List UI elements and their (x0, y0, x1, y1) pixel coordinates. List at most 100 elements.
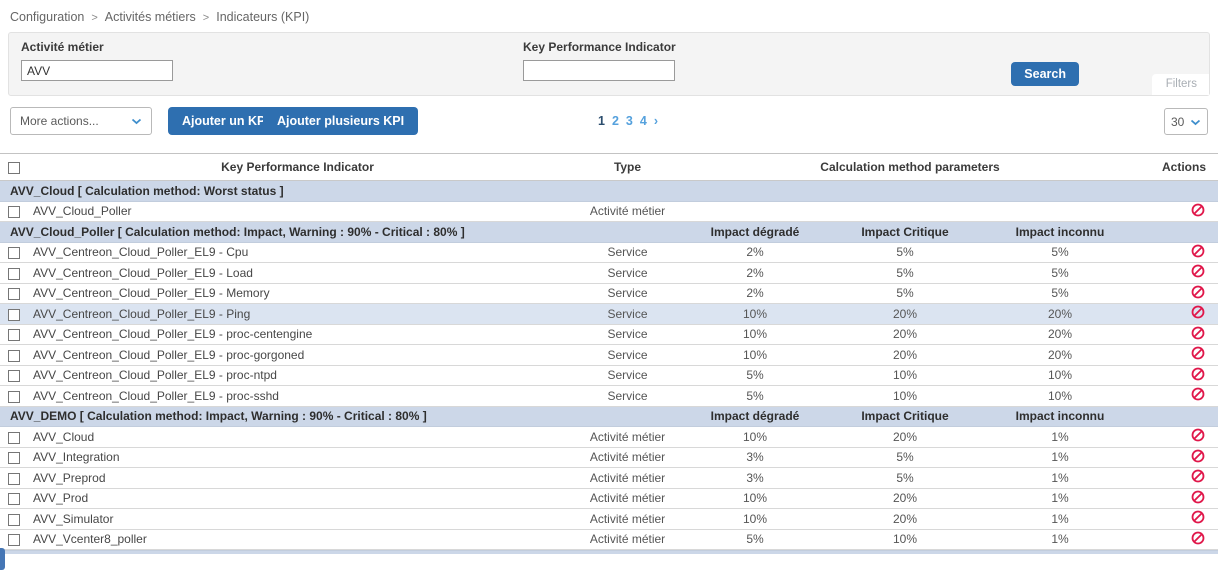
kpi-name[interactable]: AVV_Centreon_Cloud_Poller_EL9 - Load (33, 265, 253, 280)
kpi-row: AVV_Centreon_Cloud_Poller_EL9 - Cpu Servi… (0, 242, 1218, 263)
impact-value: 10% (742, 491, 768, 506)
pagination-page-link[interactable]: 3 (625, 114, 633, 128)
impact-value: 5% (896, 450, 914, 465)
kpi-name[interactable]: AVV_Vcenter8_poller (33, 532, 147, 547)
row-checkbox[interactable] (8, 534, 20, 547)
kpi-type: Activité métier (589, 491, 666, 506)
impact-value: 5% (896, 265, 914, 280)
kpi-filter-input[interactable] (523, 60, 675, 81)
kpi-type: Activité métier (589, 429, 666, 444)
ban-icon[interactable] (1191, 244, 1205, 258)
row-checkbox[interactable] (8, 431, 20, 444)
kpi-filter-label: Key Performance Indicator (523, 40, 676, 54)
select-all-checkbox[interactable] (8, 161, 20, 174)
column-header-calc-params: Calculation method parameters (820, 160, 1000, 174)
chevron-down-icon (131, 114, 142, 128)
kpi-row: AVV_Vcenter8_poller Activité métier 5% 10% 1… (0, 529, 1218, 550)
impact-value: 20% (1047, 327, 1073, 342)
breadcrumb-separator: > (91, 12, 98, 24)
impact-value: 10% (742, 347, 768, 362)
row-checkbox[interactable] (8, 329, 20, 342)
filters-toggle[interactable]: Filters (1151, 74, 1209, 95)
pagination-page-link[interactable]: 2 (611, 114, 619, 128)
page-size-select[interactable]: 30 (1164, 108, 1208, 135)
row-checkbox[interactable] (8, 452, 20, 465)
pagination: 1 2 3 4 › (598, 114, 665, 128)
more-actions-select[interactable]: More actions... (10, 107, 152, 135)
kpi-name[interactable]: AVV_Centreon_Cloud_Poller_EL9 - proc-ntp… (33, 368, 277, 383)
ban-icon[interactable] (1191, 387, 1205, 401)
impact-value: 5% (1051, 265, 1069, 280)
row-checkbox[interactable] (8, 390, 20, 403)
impact-value: 5% (1051, 245, 1069, 260)
row-checkbox[interactable] (8, 247, 20, 260)
row-checkbox[interactable] (8, 288, 20, 301)
floating-widget-edge[interactable] (0, 548, 5, 570)
ban-icon[interactable] (1191, 326, 1205, 340)
impact-column-header: Impact Critique (861, 409, 949, 424)
kpi-name[interactable]: AVV_Centreon_Cloud_Poller_EL9 - Ping (33, 306, 251, 321)
impact-value: 5% (746, 388, 764, 403)
kpi-name[interactable]: AVV_Centreon_Cloud_Poller_EL9 - proc-gor… (33, 347, 305, 362)
breadcrumb: Configuration > Activités métiers > Indicate… (0, 0, 1218, 24)
kpi-name[interactable]: AVV_Centreon_Cloud_Poller_EL9 - proc-cen… (33, 327, 313, 342)
row-actions (1130, 346, 1218, 363)
ban-icon[interactable] (1191, 346, 1205, 360)
ban-icon[interactable] (1191, 305, 1205, 319)
add-multiple-kpi-button[interactable]: Ajouter plusieurs KPI (263, 107, 419, 135)
kpi-name[interactable]: AVV_Preprod (33, 470, 106, 485)
table-body: AVV_Cloud [ Calculation method: Worst st… (0, 181, 1218, 550)
row-checkbox[interactable] (8, 267, 20, 280)
pagination-page-link[interactable]: 4 (639, 114, 647, 128)
kpi-type: Activité métier (589, 204, 666, 219)
kpi-name[interactable]: AVV_Prod (33, 491, 89, 506)
pagination-next-icon[interactable]: › (653, 114, 658, 128)
breadcrumb-item[interactable]: Activités métiers (104, 10, 196, 24)
group-title: AVV_Cloud_Poller [ Calculation method: I… (10, 224, 465, 239)
kpi-name[interactable]: AVV_Centreon_Cloud_Poller_EL9 - Memory (33, 286, 270, 301)
filter-panel: Activité métier Key Performance Indicato… (8, 32, 1210, 96)
impact-value: 1% (1051, 491, 1069, 506)
kpi-type: Service (607, 388, 648, 403)
ban-icon[interactable] (1191, 367, 1205, 381)
kpi-name[interactable]: AVV_Simulator (33, 511, 114, 526)
row-checkbox[interactable] (8, 472, 20, 485)
row-checkbox[interactable] (8, 308, 20, 321)
search-button[interactable]: Search (1011, 62, 1079, 86)
kpi-name[interactable]: AVV_Cloud (33, 429, 95, 444)
kpi-filter-field: Key Performance Indicator (523, 40, 676, 81)
row-checkbox[interactable] (8, 370, 20, 383)
impact-value: 3% (746, 450, 764, 465)
row-checkbox[interactable] (8, 493, 20, 506)
ban-icon[interactable] (1191, 490, 1205, 504)
kpi-name[interactable]: AVV_Cloud_Poller (33, 204, 132, 219)
group-header-row: AVV_Cloud_Poller [ Calculation method: I… (0, 222, 1218, 243)
row-actions (1130, 203, 1218, 220)
kpi-name[interactable]: AVV_Centreon_Cloud_Poller_EL9 - Cpu (33, 245, 249, 260)
ban-icon[interactable] (1191, 203, 1205, 217)
ban-icon[interactable] (1191, 428, 1205, 442)
ban-icon[interactable] (1191, 531, 1205, 545)
row-checkbox[interactable] (8, 513, 20, 526)
impact-value: 10% (892, 388, 918, 403)
ban-icon[interactable] (1191, 285, 1205, 299)
breadcrumb-item[interactable]: Configuration (10, 10, 85, 24)
kpi-type: Activité métier (589, 511, 666, 526)
ban-icon[interactable] (1191, 264, 1205, 278)
kpi-type: Service (607, 306, 648, 321)
ban-icon[interactable] (1191, 510, 1205, 524)
activity-filter-input[interactable] (21, 60, 173, 81)
kpi-type: Activité métier (589, 532, 666, 547)
row-actions (1130, 244, 1218, 261)
ban-icon[interactable] (1191, 469, 1205, 483)
row-checkbox[interactable] (8, 206, 20, 219)
row-checkbox[interactable] (8, 349, 20, 362)
kpi-row: AVV_Centreon_Cloud_Poller_EL9 - proc-cen… (0, 324, 1218, 345)
kpi-name[interactable]: AVV_Centreon_Cloud_Poller_EL9 - proc-ssh… (33, 388, 279, 403)
kpi-name[interactable]: AVV_Integration (33, 450, 120, 465)
ban-icon[interactable] (1191, 449, 1205, 463)
kpi-type: Service (607, 265, 648, 280)
breadcrumb-item[interactable]: Indicateurs (KPI) (216, 10, 310, 24)
impact-value: 5% (1051, 286, 1069, 301)
impact-value: 2% (746, 265, 764, 280)
